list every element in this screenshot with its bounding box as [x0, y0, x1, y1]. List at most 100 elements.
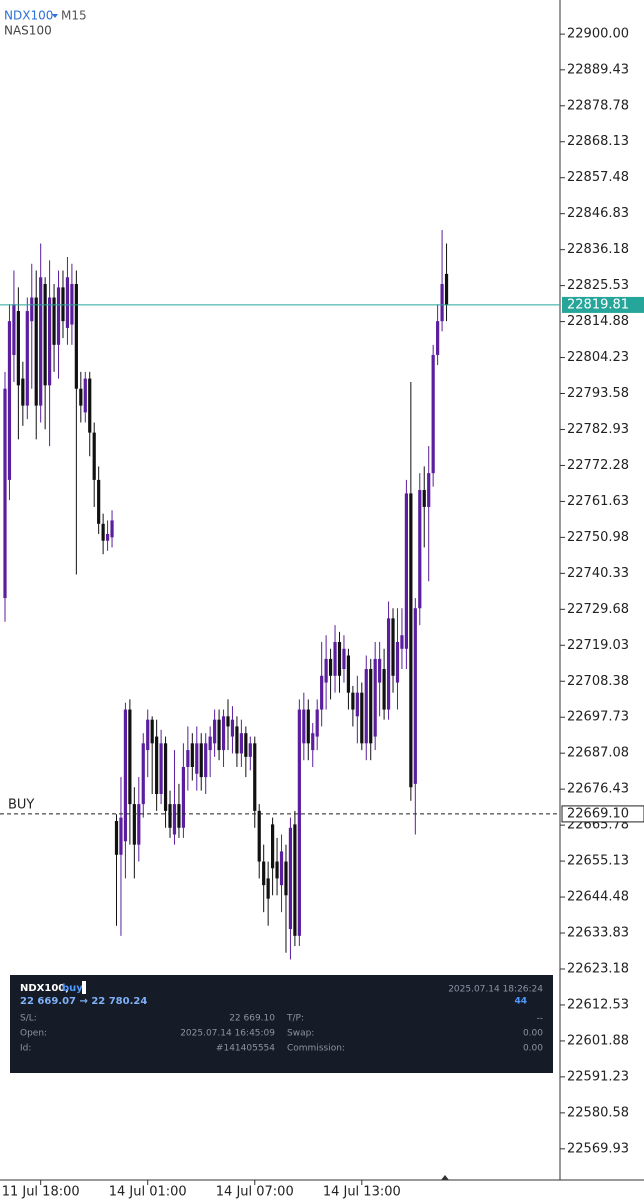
y-tick-label: 22804.23 [567, 350, 629, 365]
y-tick-label: 22900.00 [567, 27, 629, 42]
candle-body [128, 709, 132, 805]
candle-body [56, 287, 61, 345]
candle-body [427, 473, 431, 507]
y-tick-label: 22708.38 [567, 674, 629, 689]
candle-body [328, 658, 333, 676]
candle-body [346, 655, 351, 693]
candle-body [88, 378, 92, 433]
candle-body [181, 766, 185, 828]
candle-body [306, 709, 310, 744]
candle-body [105, 533, 110, 541]
candle-body [83, 378, 87, 413]
y-tick-label: 22569.93 [567, 1141, 629, 1156]
position-label: BUY [8, 797, 34, 812]
candle-body [141, 743, 145, 805]
candle-body [244, 733, 248, 757]
y-tick-label: 22655.13 [567, 854, 629, 869]
y-tick-label: 22857.48 [567, 170, 629, 185]
candle-body [333, 642, 337, 676]
x-tick-label: 14 Jul 01:00 [109, 1185, 187, 1200]
panel-field-value: 0.00 [523, 1044, 543, 1054]
candle-body [155, 736, 159, 794]
y-tick-label: 22591.23 [567, 1069, 629, 1084]
panel-field-label: Swap: [287, 1029, 314, 1039]
candle-body [284, 861, 288, 896]
y-tick-label: 22793.58 [567, 386, 629, 401]
candle-body [275, 861, 279, 879]
candle-body [92, 432, 96, 480]
candle-body [266, 878, 270, 899]
candle-body [297, 709, 301, 936]
panel-field-value: -- [537, 1014, 544, 1024]
candle-body [74, 284, 78, 389]
symbol-dropdown[interactable] [52, 14, 58, 18]
candle-body [248, 743, 252, 757]
candle-body [386, 618, 391, 710]
panel-field-value: #141405554 [216, 1044, 275, 1054]
panel-symbol: NDX100, [20, 983, 69, 994]
panel-field-value: 0.00 [523, 1029, 543, 1039]
y-tick-label: 22729.68 [567, 602, 629, 617]
panel-price-range: 22 669.07 → 22 780.24 [20, 996, 147, 1007]
candle-body [279, 851, 284, 886]
panel-field-value: 2025.07.14 16:45:09 [180, 1029, 275, 1039]
y-tick-label: 22825.53 [567, 278, 629, 293]
panel-field-label: Id: [20, 1044, 31, 1054]
candle-body [391, 618, 395, 676]
y-tick-label: 22601.88 [567, 1033, 629, 1048]
candle-body [208, 736, 212, 751]
y-tick-label: 22761.63 [567, 494, 629, 509]
candle-body [172, 804, 177, 835]
y-tick-label: 22836.18 [567, 242, 629, 257]
y-tick-label: 22846.83 [567, 206, 629, 221]
candle-body [12, 304, 16, 355]
bid-label: 22819.81 [567, 297, 629, 312]
candle-body [239, 733, 243, 754]
symbol: NDX100 [4, 9, 53, 23]
candle-body [61, 287, 65, 322]
candle-body [177, 804, 181, 828]
candle-body [97, 479, 101, 524]
candle-body [369, 669, 373, 744]
candle-body [409, 493, 413, 788]
panel-background [10, 975, 553, 1073]
candle-body [382, 669, 386, 710]
panel-time: 2025.07.14 18:26:24 [448, 985, 543, 995]
y-tick-label: 22633.83 [567, 926, 629, 941]
y-tick-label: 22814.88 [567, 314, 629, 329]
candle-body [422, 490, 426, 507]
candle-body [65, 277, 70, 328]
candle-body [110, 520, 114, 538]
candle-body [159, 743, 163, 794]
candle-body [373, 658, 377, 737]
y-tick-label: 22772.28 [567, 458, 629, 473]
y-tick-label: 22782.93 [567, 422, 629, 437]
candle-body [226, 716, 230, 727]
y-tick-label: 22612.53 [567, 997, 629, 1012]
candle-body [43, 284, 47, 386]
panel-field-value: 22 669.10 [229, 1014, 275, 1024]
candle-body [79, 388, 83, 406]
candle-body [230, 719, 235, 737]
candle-body [413, 608, 417, 784]
position-panel[interactable]: NDX100, buy 22 669.07 → 22 780.24 2025.0… [10, 975, 553, 1073]
candle-body [70, 284, 74, 325]
y-tick-label: 22740.33 [567, 566, 629, 581]
position-price-label: 22669.10 [567, 806, 629, 821]
candle-body [221, 716, 226, 751]
subtitle: NAS100 [4, 24, 52, 38]
candle-body [288, 827, 293, 930]
y-tick-label: 22889.43 [567, 62, 629, 77]
panel-field-label: Commission: [287, 1044, 345, 1054]
candle-body [217, 719, 221, 751]
candle-body [30, 297, 34, 322]
timeframe: M15 [61, 9, 87, 23]
candle-body [431, 354, 435, 474]
candle-body [364, 669, 368, 744]
candle-body [168, 804, 172, 828]
candle-body [150, 719, 154, 744]
candle-body [204, 743, 208, 778]
candle-body [114, 821, 119, 855]
candle-body [395, 642, 400, 683]
candle-body [101, 523, 105, 541]
